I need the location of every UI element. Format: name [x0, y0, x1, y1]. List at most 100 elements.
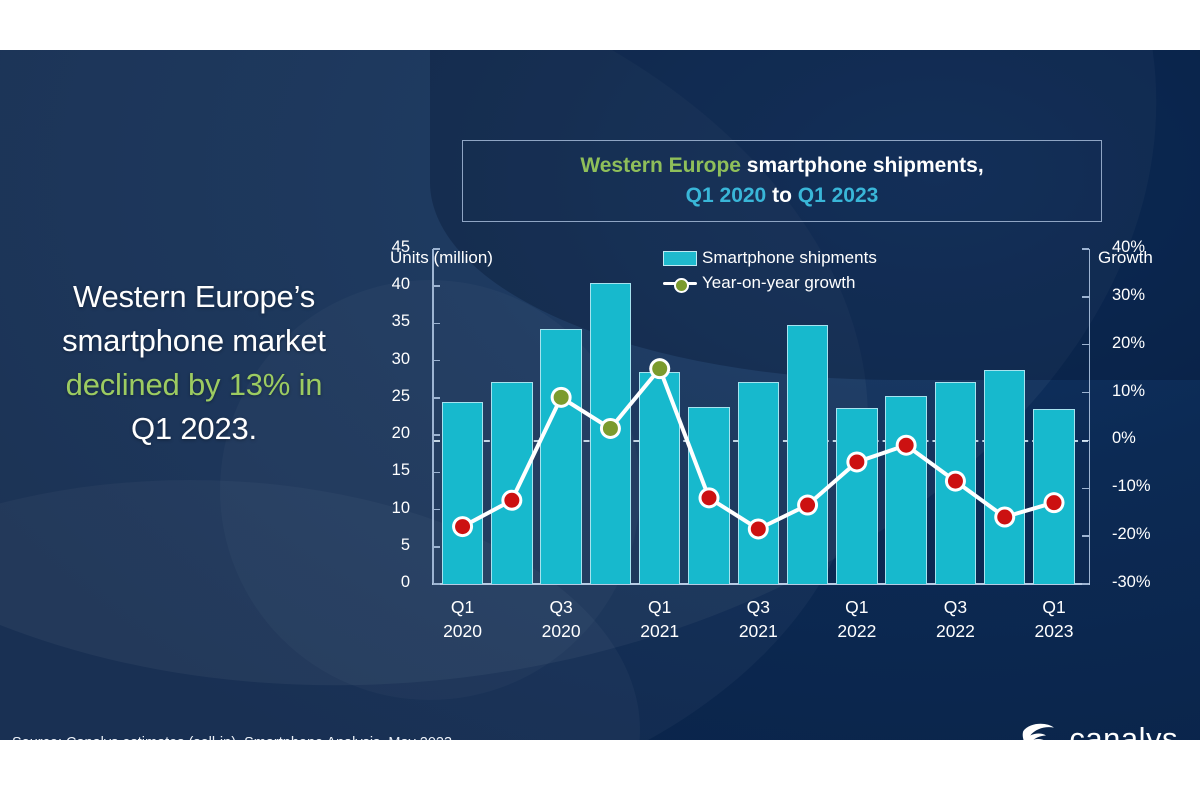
bar[interactable]: [441, 401, 484, 584]
right-tick-label: 40%: [1112, 238, 1146, 256]
left-tick-mark: [433, 508, 440, 511]
right-axis-line: [1088, 249, 1090, 584]
title-region: Western Europe: [580, 153, 741, 177]
growth-marker[interactable]: Q3 2020: 9%: [553, 389, 569, 405]
growth-marker[interactable]: Q3 2022: -8.5%: [947, 473, 963, 489]
growth-marker[interactable]: Q4 2022: -16%: [997, 509, 1013, 525]
x-axis-label: Q3 2021: [739, 595, 778, 643]
bar[interactable]: [737, 382, 779, 584]
title-period-start: Q1 2020: [685, 184, 767, 207]
x-axis-label-quarter: Q3: [549, 597, 573, 617]
x-axis-label: Q3 2022: [936, 595, 975, 643]
left-tick-label: 30: [391, 349, 410, 368]
bar-swatch-icon: [663, 250, 697, 266]
growth-marker[interactable]: Q2 2022: -1%: [898, 437, 914, 453]
bar[interactable]: [885, 396, 927, 584]
x-axis-label-quarter: Q1: [450, 597, 475, 617]
x-axis-label-year: 2020: [443, 621, 483, 642]
headline-line-1: Western Europe’s: [72, 279, 316, 314]
right-tick-label: 20%: [1112, 333, 1146, 352]
left-tick-mark: [433, 359, 440, 362]
x-axis-label-quarter: Q1: [845, 597, 869, 617]
canalys-wordmark: canalys: [1069, 721, 1178, 740]
canalys-swoosh-icon: [1023, 723, 1055, 740]
chart-title-box: Western Europe smartphone shipments, Q1 …: [462, 140, 1102, 222]
x-axis-label: Q3 2020: [542, 595, 581, 643]
x-axis-label: Q1 2021: [640, 595, 679, 643]
x-axis-label-quarter: Q3: [746, 597, 770, 617]
x-axis-label-year: 2020: [541, 621, 581, 642]
canalys-logo: canalys: [1018, 718, 1178, 740]
bar[interactable]: [491, 381, 533, 584]
right-tick-label: -20%: [1112, 525, 1151, 544]
left-tick-label: 10: [391, 498, 410, 517]
x-axis-label-year: 2021: [640, 621, 680, 642]
plot-area: 45 40 35 30 25 20 15 10 5 0 40% 30% 20% 10% 0% -10% -20…: [392, 238, 1151, 591]
left-tick-mark: [433, 471, 440, 474]
right-tick-mark: [1082, 535, 1089, 537]
x-axis-label-year: 2021: [738, 621, 778, 642]
source-text: Canalys estimates (sell-in), Smartphone …: [66, 735, 452, 740]
bar-series: [432, 249, 1090, 584]
left-tick-label: 45: [391, 238, 410, 256]
x-axis-label-year: 2023: [1034, 621, 1074, 642]
growth-marker[interactable]: Q3 2021: -18.5%: [750, 521, 766, 537]
left-tick-label: 40: [391, 275, 410, 294]
left-tick-mark: [433, 546, 440, 548]
growth-marker[interactable]: Q1 2022: -4.5%: [849, 454, 865, 470]
left-tick-mark: [433, 322, 440, 325]
x-axis-label-year: 2022: [837, 621, 877, 642]
right-tick-mark: [1082, 343, 1089, 346]
headline-line-2: smartphone market: [62, 323, 326, 359]
right-tick-label: 30%: [1112, 285, 1146, 304]
left-tick-mark: [433, 248, 440, 250]
left-tick-label: 15: [391, 461, 410, 480]
legend-label-shipments: Smartphone shipments: [702, 248, 877, 267]
left-tick-label: 0: [400, 573, 410, 591]
x-axis-label-quarter: Q3: [943, 597, 968, 617]
left-axis-caption: Units (million): [390, 248, 493, 267]
right-axis-caption: Growth: [1098, 248, 1153, 267]
right-tick-mark: [1082, 248, 1089, 250]
growth-marker[interactable]: Q1 2023: -13%: [1046, 495, 1062, 511]
left-tick-label: 20: [391, 424, 410, 443]
left-axis-line: [432, 249, 434, 584]
x-axis-label-quarter: Q1: [1042, 597, 1066, 617]
right-tick-label: -30%: [1112, 573, 1151, 591]
source-prefix: Source:: [12, 735, 62, 740]
bar[interactable]: [540, 329, 582, 584]
growth-marker[interactable]: Q4 2021: -13.5%: [800, 497, 816, 513]
legend-item-shipments: Smartphone shipments: [663, 248, 877, 268]
left-tick-mark: [433, 583, 440, 585]
bar[interactable]: [984, 369, 1026, 584]
title-period-end: Q1 2023: [797, 184, 879, 207]
bar[interactable]: [836, 408, 878, 584]
left-tick-mark: [433, 397, 440, 399]
chart-slide: Western Europe’s smartphone market decli…: [0, 50, 1200, 740]
right-tick-mark: [1082, 391, 1089, 394]
x-axis-label-quarter: Q1: [648, 597, 672, 617]
left-tick-label: 35: [391, 312, 410, 331]
source-note: Source: Canalys estimates (sell-in), Sma…: [12, 735, 452, 740]
left-tick-mark: [433, 285, 440, 287]
growth-marker[interactable]: Q1 2021: 15%: [652, 361, 668, 377]
growth-marker[interactable]: Q2 2020: -12.5%: [504, 492, 520, 508]
left-tick-mark: [433, 434, 440, 436]
growth-polyline: [460, 366, 1056, 531]
legend-item-growth: Year-on-year growth: [663, 273, 877, 293]
chart-legend: Smartphone shipments Year-on-year growth: [663, 248, 877, 293]
right-tick-mark: [1082, 296, 1089, 298]
growth-marker[interactable]: Q2 2021: -12%: [701, 490, 717, 506]
growth-marker[interactable]: Q1 2020: -18%: [455, 519, 471, 535]
headline: Western Europe’s smartphone market decli…: [14, 275, 374, 451]
right-tick-mark: [1082, 487, 1089, 490]
right-tick-label: 0%: [1112, 429, 1136, 448]
right-tick-mark: [1082, 583, 1089, 585]
legend-label-growth: Year-on-year growth: [702, 273, 856, 292]
growth-line-series: Q1 2020: -18% Q2 2020: -12.5% Q3 2020: 9% Q…: [452, 358, 1065, 540]
bar[interactable]: [786, 324, 829, 584]
growth-marker[interactable]: Q4 2020: 2.5%: [602, 420, 618, 436]
right-tick-label: -10%: [1112, 477, 1151, 496]
x-axis-labels: Q1 2020 Q3 2020 Q1 2021 Q3 2021 Q1 2022 Q3 2022 Q1 20…: [432, 595, 1090, 665]
